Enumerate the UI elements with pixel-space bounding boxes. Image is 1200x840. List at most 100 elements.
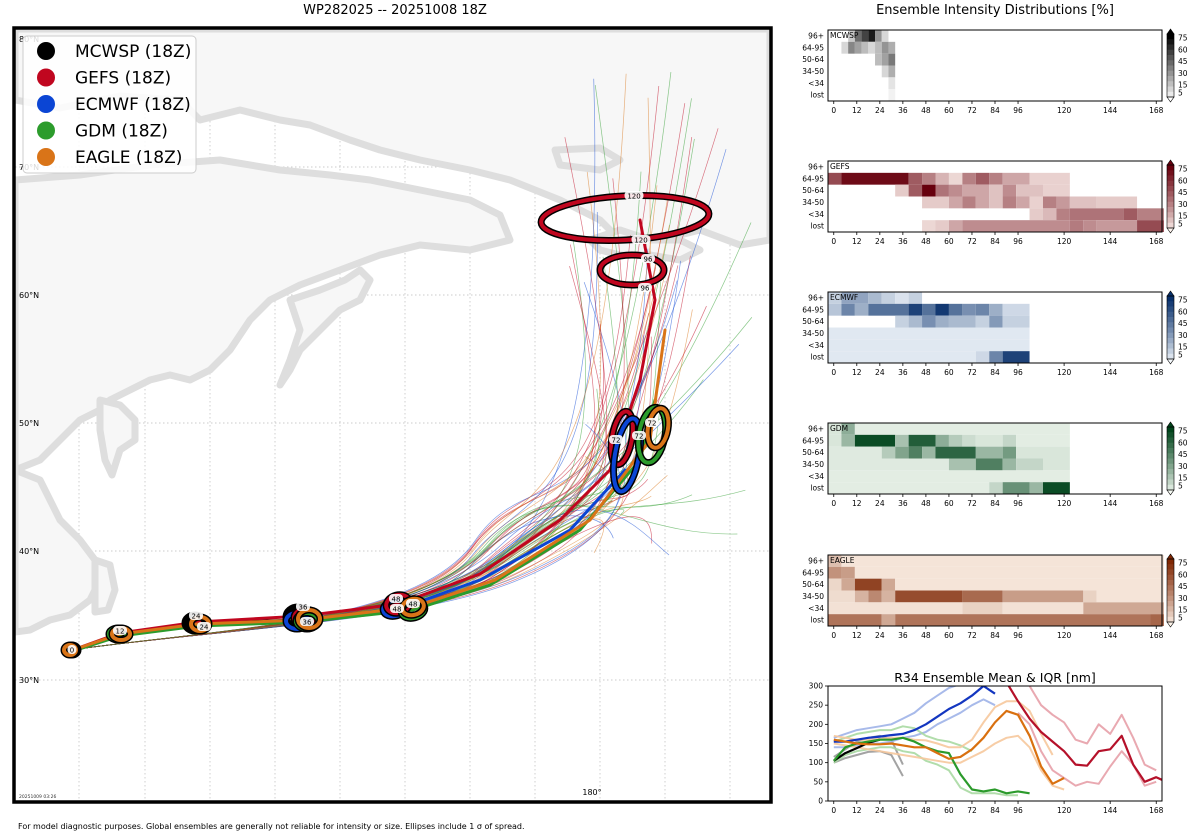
colorbar-step <box>1167 474 1174 480</box>
row-label: <34 <box>808 210 824 219</box>
heatmap-cell <box>908 184 923 197</box>
heatmap-cell <box>875 41 882 54</box>
heatmap-cell <box>854 423 1070 435</box>
x-tick-label: 168 <box>1149 237 1164 246</box>
heatmap-cell <box>962 196 976 209</box>
heatmap-cell <box>922 446 936 459</box>
colorbar-step <box>1167 217 1174 224</box>
heatmap-cell <box>948 434 963 447</box>
heatmap-cell <box>935 446 976 459</box>
r34-series-line <box>833 750 904 777</box>
heatmap-cell <box>908 315 923 328</box>
colorbar-tick: 45 <box>1178 582 1188 591</box>
row-label: <34 <box>808 341 824 350</box>
x-tick-label: 120 <box>1057 631 1072 640</box>
x-tick-label: 36 <box>898 368 908 377</box>
x-tick-label: 60 <box>944 368 954 377</box>
lat-label: 50°N <box>19 419 39 428</box>
colorbar-step <box>1167 55 1174 61</box>
x-tick-label: 84 <box>990 106 1000 115</box>
panel-name: GDM <box>830 424 848 433</box>
colorbar-tick: 5 <box>1178 482 1183 491</box>
x-tick-label: 144 <box>1103 368 1118 377</box>
colorbar-step <box>1167 196 1174 203</box>
heatmap-cell <box>828 292 842 304</box>
legend-marker <box>37 68 55 87</box>
x-tick-label: 12 <box>852 499 862 508</box>
colorbar-tick: 45 <box>1178 188 1188 197</box>
x-tick-label: 96 <box>1013 368 1023 377</box>
mean-track <box>68 398 657 654</box>
heatmap-cell <box>922 172 936 185</box>
heatmap-cell <box>1002 446 1017 459</box>
colorbar-frame <box>1166 164 1175 229</box>
colorbar-step <box>1167 49 1174 56</box>
heatmap-cell <box>922 315 936 328</box>
heatmap-cell <box>1042 184 1070 197</box>
heatmap-cell <box>895 446 909 459</box>
heatmap-cell <box>861 41 869 54</box>
heatmap-cell <box>908 292 923 304</box>
heatmap-cell <box>861 30 869 42</box>
heatmap-cell <box>854 30 862 42</box>
heatmap-cell <box>888 77 896 90</box>
x-tick-label: 144 <box>1103 237 1118 246</box>
heatmap-cell <box>1029 208 1043 221</box>
heatmap-cell <box>848 30 855 42</box>
colorbar-step <box>1167 165 1174 171</box>
heatmap-cell <box>828 303 842 316</box>
heatmap-cell <box>841 172 909 185</box>
r34-x-tick: 72 <box>967 806 977 815</box>
heatmap-cell <box>975 315 990 328</box>
heatmap-cell <box>989 351 1003 363</box>
heatmap-cell <box>1002 303 1030 316</box>
x-tick-label: 72 <box>967 368 977 377</box>
heatmap-cell <box>854 566 1164 579</box>
legend-label: ECMWF (18Z) <box>75 95 191 115</box>
heatmap-cell <box>989 303 1003 316</box>
tau-label: 36 <box>299 604 308 612</box>
colorbar-step <box>1167 616 1174 623</box>
heatmap-cell <box>895 292 909 304</box>
colorbar-tick: 30 <box>1178 69 1188 78</box>
heatmap-cell <box>1042 482 1070 494</box>
colorbar-step <box>1167 580 1174 586</box>
legend-marker <box>37 42 55 60</box>
heatmap-cell <box>881 446 896 459</box>
colorbar-tick: 45 <box>1178 319 1188 328</box>
heatmap-cell <box>962 590 1003 603</box>
tau-label-bg <box>390 604 404 613</box>
colorbar-tick: 30 <box>1178 200 1188 209</box>
colorbar-step <box>1167 448 1174 454</box>
x-tick-label: 96 <box>1013 499 1023 508</box>
heatmap-cell <box>948 315 976 328</box>
heatmap-cell <box>828 555 842 567</box>
r34-y-tick: 150 <box>809 739 824 748</box>
x-tick-label: 36 <box>898 106 908 115</box>
x-tick-label: 168 <box>1149 631 1164 640</box>
x-tick-label: 96 <box>1013 631 1023 640</box>
x-tick-label: 24 <box>875 237 885 246</box>
tau-label: 48 <box>409 601 418 609</box>
tau-label: 48 <box>392 596 401 604</box>
colorbar-tick: 15 <box>1178 343 1188 352</box>
colorbar-tick: 60 <box>1178 438 1188 447</box>
heatmap-panel: EAGLE 96+ 64-95 50-64 34-50 <34 lost 0 12 24 36 48 6… <box>802 553 1188 640</box>
heatmap-cell <box>881 590 896 603</box>
colorbar-step <box>1167 76 1174 82</box>
row-label: 50-64 <box>802 186 824 195</box>
heatmap-cell <box>1042 208 1057 221</box>
heatmap-cell <box>868 30 876 42</box>
heatmap-cell <box>1029 196 1043 209</box>
heatmap-cell <box>828 327 1030 340</box>
r34-series-line <box>833 700 1054 756</box>
r34-x-tick: 84 <box>990 806 1000 815</box>
colorbar-step <box>1167 427 1174 433</box>
heatmap-cell <box>935 303 949 316</box>
row-label: 64-95 <box>802 174 824 183</box>
heatmap-cell <box>922 184 936 197</box>
panel-name: ECMWF <box>830 293 858 302</box>
heatmap-cell <box>962 434 976 447</box>
x-tick-label: 0 <box>831 368 836 377</box>
